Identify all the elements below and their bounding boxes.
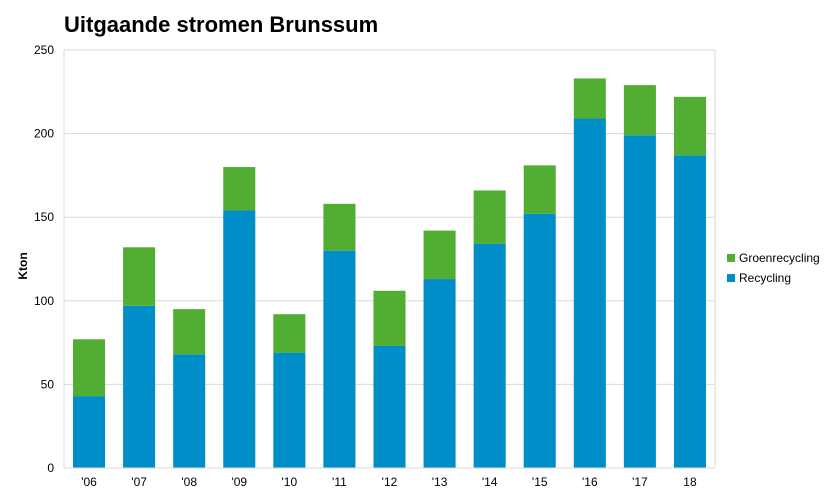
- bar-groenrecycling-1: [123, 247, 156, 306]
- bar-groenrecycling-5: [323, 203, 356, 251]
- x-tick-label: '11: [332, 475, 347, 489]
- x-tick-label: '10: [282, 475, 298, 489]
- bar-groenrecycling-3: [223, 167, 256, 211]
- legend-item-groenrecycling: Groenrecycling: [727, 248, 820, 268]
- x-tick-label: '17: [632, 475, 648, 489]
- legend-label: Groenrecycling: [739, 251, 820, 265]
- x-tick-label: '07: [131, 475, 147, 489]
- bar-groenrecycling-9: [523, 165, 556, 214]
- bar-recycling-0: [73, 396, 106, 468]
- chart-title: Uitgaande stromen Brunssum: [64, 12, 379, 37]
- bar-groenrecycling-0: [73, 339, 106, 397]
- bar-groenrecycling-10: [573, 78, 606, 119]
- bar-recycling-1: [123, 305, 156, 468]
- x-tick-label: '09: [231, 475, 247, 489]
- bar-recycling-3: [223, 210, 256, 468]
- x-tick-label: 18: [683, 475, 697, 489]
- legend-swatch: [727, 254, 735, 262]
- bar-groenrecycling-12: [673, 96, 706, 156]
- legend: Groenrecycling Recycling: [727, 248, 820, 288]
- bars: [73, 78, 706, 468]
- x-tick-label: '06: [81, 475, 97, 489]
- x-tick-label: '15: [532, 475, 548, 489]
- x-tick-label: '08: [181, 475, 197, 489]
- bar-recycling-12: [673, 155, 706, 468]
- x-tick-label: '12: [382, 475, 398, 489]
- x-tick-label: '16: [582, 475, 598, 489]
- bar-recycling-2: [173, 354, 206, 468]
- bar-recycling-7: [423, 279, 456, 468]
- x-tick-label: '13: [432, 475, 448, 489]
- bar-recycling-9: [523, 213, 556, 468]
- bar-recycling-11: [623, 135, 656, 468]
- x-tick-label: '14: [482, 475, 498, 489]
- bar-groenrecycling-6: [373, 290, 406, 346]
- legend-label: Recycling: [739, 271, 792, 285]
- bar-groenrecycling-8: [473, 190, 506, 244]
- bar-groenrecycling-11: [623, 85, 656, 136]
- y-tick-label: 50: [41, 377, 55, 391]
- x-tick-labels: '06 '07 '08 '09 '10 '11 '12 '13 '14 '15 '16 '17 18: [81, 475, 697, 489]
- axes: [63, 50, 716, 469]
- legend-item-recycling: Recycling: [727, 268, 820, 288]
- y-tick-label: 200: [34, 127, 54, 141]
- bar-recycling-4: [273, 352, 306, 468]
- y-tick-label: 100: [34, 294, 54, 308]
- bar-groenrecycling-2: [173, 309, 206, 355]
- y-tick-labels: 0 50 100 150 200 250: [34, 43, 54, 475]
- bar-recycling-8: [473, 243, 506, 468]
- y-tick-label: 150: [34, 210, 54, 224]
- y-axis-label: Kton: [16, 252, 30, 279]
- y-tick-label: 0: [47, 461, 54, 475]
- bar-groenrecycling-7: [423, 230, 456, 280]
- bar-recycling-5: [323, 250, 356, 468]
- bar-recycling-10: [573, 118, 606, 468]
- legend-swatch: [727, 274, 735, 282]
- y-tick-label: 250: [34, 43, 54, 57]
- bar-recycling-6: [373, 345, 406, 468]
- bar-groenrecycling-4: [273, 314, 306, 353]
